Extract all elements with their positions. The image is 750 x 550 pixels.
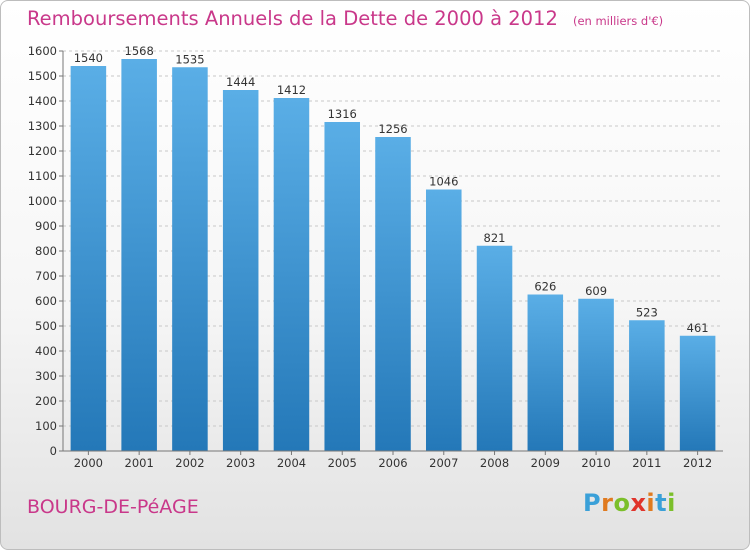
bar: [172, 67, 208, 451]
bar: [121, 59, 157, 451]
bar-value-label: 626: [534, 280, 556, 294]
brand-letter: x: [630, 489, 647, 517]
bar-value-label: 1412: [277, 83, 306, 97]
bar: [679, 335, 716, 451]
brand-letter: i: [667, 489, 676, 517]
chart-title: Remboursements Annuels de la Dette de 20…: [27, 7, 558, 30]
bar: [70, 66, 107, 451]
bar-value-label: 1444: [226, 75, 255, 89]
y-tick-label: 1000: [28, 194, 57, 208]
brand-letter: o: [613, 489, 631, 517]
y-tick-label: 300: [35, 369, 57, 383]
y-tick-label: 1600: [28, 44, 57, 58]
x-tick-label: 2007: [429, 456, 458, 470]
bar: [273, 98, 310, 451]
brand-letter: t: [655, 489, 668, 517]
x-tick-label: 2008: [480, 456, 509, 470]
x-tick-label: 2009: [531, 456, 560, 470]
y-tick-label: 200: [35, 394, 57, 408]
bar-value-label: 1568: [125, 44, 154, 58]
bar-value-label: 461: [687, 321, 709, 335]
bar-value-label: 1046: [429, 175, 458, 189]
bar: [426, 189, 462, 451]
x-tick-label: 2000: [74, 456, 103, 470]
x-tick-label: 2005: [328, 456, 357, 470]
brand-letter: i: [646, 489, 656, 517]
x-tick-label: 2003: [226, 456, 255, 470]
bar-value-label: 821: [484, 231, 506, 245]
brand-letter: P: [583, 489, 602, 517]
y-tick-label: 1500: [28, 69, 57, 83]
y-tick-label: 1300: [28, 119, 57, 133]
bar: [476, 245, 513, 451]
bar-value-label: 1256: [378, 122, 407, 136]
y-tick-label: 600: [35, 294, 57, 308]
x-tick-label: 2012: [683, 456, 712, 470]
brand-letter: r: [601, 489, 614, 517]
y-tick-label: 500: [35, 319, 57, 333]
proxiti-logo: Proxiti: [583, 489, 676, 517]
bar: [375, 137, 411, 451]
bar: [527, 294, 564, 451]
bar-value-label: 1535: [175, 52, 204, 66]
city-name: BOURG-DE-PéAGE: [27, 496, 199, 518]
y-tick-label: 0: [50, 444, 57, 458]
y-axis: 0 100 200 300 400 500 600 700 800 900 1000 1100 1200…: [28, 44, 64, 458]
x-tick-label: 2011: [632, 456, 661, 470]
y-tick-label: 1200: [28, 144, 57, 158]
bars: 1540 1568 1535 1444 1412 1316 1256 1046 821 626 60…: [70, 44, 716, 451]
x-tick-label: 2004: [277, 456, 306, 470]
bar-value-label: 523: [636, 305, 658, 319]
chart-subtitle: (en milliers d'€): [572, 14, 664, 28]
bar: [222, 90, 259, 451]
y-tick-label: 700: [35, 269, 57, 283]
bar: [578, 298, 614, 451]
y-tick-label: 100: [35, 419, 57, 433]
x-tick-label: 2001: [125, 456, 154, 470]
bar-value-label: 1316: [328, 107, 357, 121]
bar-value-label: 1540: [74, 51, 103, 65]
y-tick-label: 1400: [28, 94, 57, 108]
y-tick-label: 400: [35, 344, 57, 358]
x-tick-label: 2010: [581, 456, 610, 470]
chart-header: Remboursements Annuels de la Dette de 20…: [27, 7, 663, 30]
bar: [324, 122, 360, 451]
y-tick-label: 900: [35, 219, 57, 233]
bar-value-label: 609: [585, 284, 607, 298]
y-tick-label: 1100: [28, 169, 57, 183]
bar: [629, 320, 665, 451]
x-tick-label: 2006: [378, 456, 407, 470]
x-tick-label: 2002: [175, 456, 204, 470]
y-tick-label: 800: [35, 244, 57, 258]
x-axis: 2000 2001 2002 2003 2004 2005 2006 2007 2008 2009…: [63, 450, 723, 470]
